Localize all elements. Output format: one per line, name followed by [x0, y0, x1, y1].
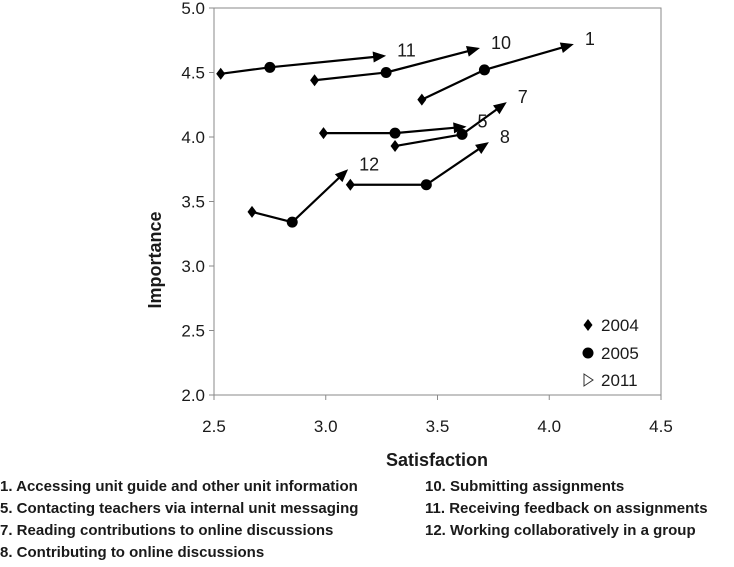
point-2004: [216, 67, 226, 80]
series-5: 5: [319, 112, 488, 140]
importance-satisfaction-chart: 2.5 3.0 3.5 4.0 4.5 2.0 2.5 3.0 3.5 4.0 4.5 5.0 Sa…: [145, 0, 673, 470]
series-8: 8: [345, 127, 510, 191]
y-tick-label: 5.0: [181, 0, 205, 18]
footnote-item: 10. Submitting assignments: [425, 478, 625, 495]
arrow-2011: [334, 169, 349, 183]
x-tick-label: 2.5: [202, 417, 226, 436]
point-2005: [389, 127, 401, 139]
series-label: 11: [397, 41, 416, 61]
series-11: 11: [216, 41, 416, 80]
x-tick-label: 3.0: [314, 417, 338, 436]
x-tick-label: 4.0: [537, 417, 561, 436]
point-2004: [319, 127, 329, 140]
series-label: 7: [518, 87, 528, 107]
series-label: 12: [359, 154, 379, 174]
point-2004: [345, 178, 355, 191]
point-2005: [264, 61, 276, 73]
point-2005: [456, 128, 468, 140]
legend: 2004 2005 2011: [582, 316, 639, 390]
arrow-2011: [465, 45, 480, 57]
series-10: 10: [310, 33, 511, 87]
footnote-item: 5. Contacting teachers via internal unit…: [0, 500, 359, 517]
point-2004: [417, 93, 427, 106]
series-label: 10: [491, 33, 511, 53]
arrow-2011: [453, 122, 467, 134]
legend-marker-triangle: [583, 373, 594, 387]
legend-label: 2011: [601, 371, 638, 390]
point-2005: [380, 67, 392, 78]
legend-marker-circle: [582, 347, 594, 359]
footnote-item: 12. Working collaboratively in a group: [425, 522, 696, 539]
arrow-2011: [475, 142, 489, 155]
x-tick-label: 3.5: [426, 417, 450, 436]
plot-area-frame: [213, 7, 662, 396]
y-axis: 2.0 2.5 3.0 3.5 4.0 4.5 5.0: [181, 0, 214, 405]
x-axis-title: Satisfaction: [386, 450, 488, 470]
series-label: 1: [585, 29, 595, 49]
footnotes: 1. Accessing unit guide and other unit i…: [0, 476, 734, 567]
series-7: 7: [390, 87, 528, 153]
series-layer: 1 5 78 10 11 12: [216, 29, 595, 228]
footnote-item: 7. Reading contributions to online discu…: [0, 522, 334, 539]
point-2004: [247, 205, 257, 218]
legend-label: 2005: [601, 344, 639, 363]
y-axis-title: Importance: [145, 211, 165, 308]
legend-marker-diamond: [583, 319, 593, 331]
point-2004: [390, 140, 400, 153]
y-tick-label: 4.5: [181, 64, 205, 83]
y-tick-label: 2.0: [181, 386, 205, 405]
x-axis: 2.5 3.0 3.5 4.0 4.5: [202, 395, 673, 436]
y-tick-label: 3.5: [181, 193, 205, 212]
point-2005: [420, 179, 432, 191]
series-label: 5: [478, 112, 488, 132]
arrow-2011: [559, 42, 574, 54]
y-tick-label: 3.0: [181, 257, 205, 276]
series-12: 12: [247, 154, 379, 228]
footnotes-right-column: 10. Submitting assignments 11. Receiving…: [425, 476, 708, 542]
legend-label: 2004: [601, 316, 639, 335]
x-tick-label: 4.5: [649, 417, 673, 436]
arrow-2011: [372, 51, 387, 63]
y-tick-label: 4.0: [181, 128, 205, 147]
point-2005: [478, 64, 490, 76]
footnote-item: 11. Receiving feedback on assignments: [425, 500, 708, 517]
series-label: 8: [500, 127, 510, 147]
y-tick-label: 2.5: [181, 322, 205, 341]
footnotes-left-column: 1. Accessing unit guide and other unit i…: [0, 476, 358, 564]
series-1: 1: [417, 29, 595, 106]
point-2004: [310, 74, 320, 87]
arrow-2011: [493, 102, 507, 115]
point-2005: [286, 216, 298, 228]
footnote-item: 1. Accessing unit guide and other unit i…: [0, 478, 358, 495]
footnote-item: 8. Contributing to online discussions: [0, 544, 265, 561]
